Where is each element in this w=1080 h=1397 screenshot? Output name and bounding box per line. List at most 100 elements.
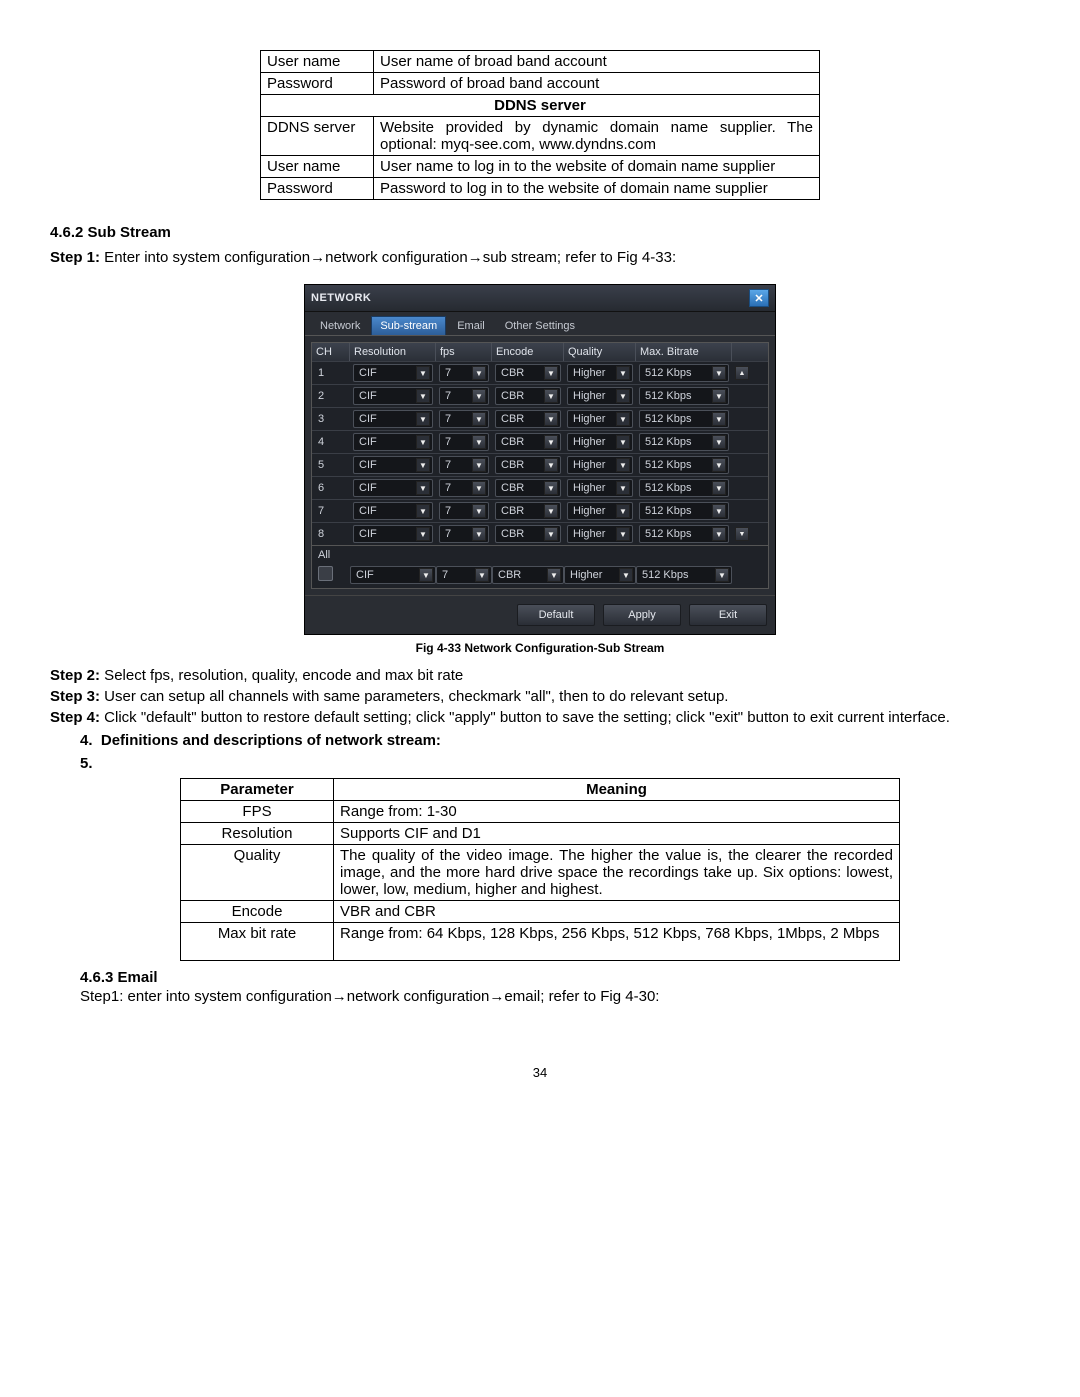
grid-row: 2CIF▼7▼CBR▼Higher▼512 Kbps▼ bbox=[312, 384, 768, 407]
step-text: Click "default" button to restore defaul… bbox=[100, 709, 950, 726]
qual-combo[interactable]: Higher▼ bbox=[567, 433, 633, 451]
ch-cell: 3 bbox=[312, 411, 350, 427]
tab-email[interactable]: Email bbox=[448, 316, 494, 335]
chevron-down-icon: ▼ bbox=[619, 568, 633, 582]
qual-combo[interactable]: Higher▼ bbox=[567, 410, 633, 428]
enc-combo[interactable]: CBR▼ bbox=[495, 502, 561, 520]
chevron-down-icon: ▼ bbox=[416, 435, 430, 449]
bit-combo[interactable]: 512 Kbps▼ bbox=[639, 502, 729, 520]
chevron-down-icon: ▼ bbox=[544, 481, 558, 495]
qual-combo[interactable]: Higher▼ bbox=[567, 364, 633, 382]
all-res-combo[interactable]: CIF▼ bbox=[350, 566, 436, 584]
res-combo[interactable]: CIF▼ bbox=[353, 387, 433, 405]
scroll-down-button[interactable]: ▼ bbox=[735, 527, 749, 541]
enc-combo[interactable]: CBR▼ bbox=[495, 433, 561, 451]
meaning-cell: User name to log in to the website of do… bbox=[374, 156, 820, 178]
bit-combo[interactable]: 512 Kbps▼ bbox=[639, 479, 729, 497]
ddns-table: User name User name of broad band accoun… bbox=[260, 50, 820, 200]
step-1: Step 1: Enter into system configuration→… bbox=[50, 249, 1030, 266]
table-row: User name User name to log in to the web… bbox=[261, 156, 820, 178]
res-combo[interactable]: CIF▼ bbox=[353, 410, 433, 428]
table-row: Password Password of broad band account bbox=[261, 73, 820, 95]
enc-combo[interactable]: CBR▼ bbox=[495, 410, 561, 428]
grid-row: 3CIF▼ 7▼ CBR▼ Higher▼ 512 Kbps▼ bbox=[312, 407, 768, 430]
qual-combo[interactable]: Higher▼ bbox=[567, 502, 633, 520]
res-combo[interactable]: CIF▼ bbox=[353, 364, 433, 382]
enc-combo[interactable]: CBR▼ bbox=[495, 479, 561, 497]
meaning-cell: Website provided by dynamic domain name … bbox=[374, 117, 820, 156]
chevron-down-icon: ▼ bbox=[712, 412, 726, 426]
fps-combo[interactable]: 7▼ bbox=[439, 387, 489, 405]
res-combo[interactable]: CIF▼ bbox=[353, 456, 433, 474]
qual-combo[interactable]: Higher▼ bbox=[567, 456, 633, 474]
substream-grid: CH Resolution fps Encode Quality Max. Bi… bbox=[311, 342, 769, 589]
chevron-down-icon: ▼ bbox=[419, 568, 433, 582]
exit-button[interactable]: Exit bbox=[689, 604, 767, 626]
all-section: All CIF▼ 7▼ CBR▼ Higher▼ 512 Kbps▼ bbox=[312, 545, 768, 588]
page-number: 34 bbox=[50, 1065, 1030, 1080]
all-label: All bbox=[312, 546, 768, 564]
all-enc-combo[interactable]: CBR▼ bbox=[492, 566, 564, 584]
apply-button[interactable]: Apply bbox=[603, 604, 681, 626]
fps-combo[interactable]: 7▼ bbox=[439, 502, 489, 520]
chevron-down-icon: ▼ bbox=[616, 481, 630, 495]
chevron-down-icon: ▼ bbox=[472, 481, 486, 495]
all-qual-combo[interactable]: Higher▼ bbox=[564, 566, 636, 584]
default-button[interactable]: Default bbox=[517, 604, 595, 626]
res-combo[interactable]: CIF▼ bbox=[353, 525, 433, 543]
res-combo[interactable]: CIF▼ bbox=[353, 502, 433, 520]
scroll-up-button[interactable]: ▲ bbox=[735, 366, 749, 380]
tab-other[interactable]: Other Settings bbox=[496, 316, 584, 335]
dialog-title: NETWORK bbox=[311, 292, 371, 304]
chevron-down-icon: ▼ bbox=[472, 389, 486, 403]
bit-combo[interactable]: 512 Kbps▼ bbox=[639, 456, 729, 474]
step-label: Step 1: bbox=[50, 249, 100, 266]
chevron-down-icon: ▼ bbox=[715, 568, 729, 582]
chevron-down-icon: ▼ bbox=[472, 527, 486, 541]
chevron-down-icon: ▼ bbox=[616, 366, 630, 380]
bit-combo[interactable]: 512 Kbps▼ bbox=[639, 525, 729, 543]
qual-combo[interactable]: Higher▼ bbox=[567, 387, 633, 405]
grid-row: 5CIF▼7▼CBR▼Higher▼512 Kbps▼ bbox=[312, 453, 768, 476]
param-header: Parameter bbox=[181, 779, 334, 801]
meaning-cell: User name of broad band account bbox=[374, 51, 820, 73]
chevron-down-icon: ▼ bbox=[616, 458, 630, 472]
bit-combo[interactable]: 512 Kbps▼ bbox=[639, 387, 729, 405]
fps-combo[interactable]: 7▼ bbox=[439, 525, 489, 543]
bit-combo[interactable]: 512 Kbps▼ bbox=[639, 433, 729, 451]
figure-caption: Fig 4-33 Network Configuration-Sub Strea… bbox=[50, 641, 1030, 655]
fps-combo[interactable]: 7▼ bbox=[439, 456, 489, 474]
enc-combo[interactable]: CBR▼ bbox=[495, 456, 561, 474]
enc-combo[interactable]: CBR▼ bbox=[495, 364, 561, 382]
chevron-down-icon: ▼ bbox=[544, 389, 558, 403]
qual-combo[interactable]: Higher▼ bbox=[567, 525, 633, 543]
chevron-down-icon: ▼ bbox=[616, 435, 630, 449]
all-fps-combo[interactable]: 7▼ bbox=[436, 566, 492, 584]
close-button[interactable]: ✕ bbox=[749, 289, 769, 307]
all-bit-combo[interactable]: 512 Kbps▼ bbox=[636, 566, 732, 584]
close-icon: ✕ bbox=[754, 292, 763, 305]
res-combo[interactable]: CIF▼ bbox=[353, 479, 433, 497]
fps-combo[interactable]: 7▼ bbox=[439, 433, 489, 451]
all-checkbox[interactable] bbox=[318, 566, 333, 581]
meaning-header: Meaning bbox=[334, 779, 900, 801]
table-row: QualityThe quality of the video image. T… bbox=[181, 845, 900, 901]
res-combo[interactable]: CIF▼ bbox=[353, 433, 433, 451]
chevron-down-icon: ▼ bbox=[544, 412, 558, 426]
meaning-cell: Password of broad band account bbox=[374, 73, 820, 95]
bit-combo[interactable]: 512 Kbps▼ bbox=[639, 364, 729, 382]
fps-combo[interactable]: 7▼ bbox=[439, 410, 489, 428]
grid-header: CH Resolution fps Encode Quality Max. Bi… bbox=[312, 343, 768, 361]
tab-substream[interactable]: Sub-stream bbox=[371, 316, 446, 335]
chevron-down-icon: ▼ bbox=[544, 504, 558, 518]
tab-network[interactable]: Network bbox=[311, 316, 369, 335]
enc-combo[interactable]: CBR▼ bbox=[495, 525, 561, 543]
fps-combo[interactable]: 7▼ bbox=[439, 479, 489, 497]
grid-row: 4CIF▼7▼CBR▼Higher▼512 Kbps▼ bbox=[312, 430, 768, 453]
qual-combo[interactable]: Higher▼ bbox=[567, 479, 633, 497]
chevron-down-icon: ▼ bbox=[616, 389, 630, 403]
fps-combo[interactable]: 7▼ bbox=[439, 364, 489, 382]
bit-combo[interactable]: 512 Kbps▼ bbox=[639, 410, 729, 428]
enc-combo[interactable]: CBR▼ bbox=[495, 387, 561, 405]
chevron-down-icon: ▼ bbox=[416, 527, 430, 541]
